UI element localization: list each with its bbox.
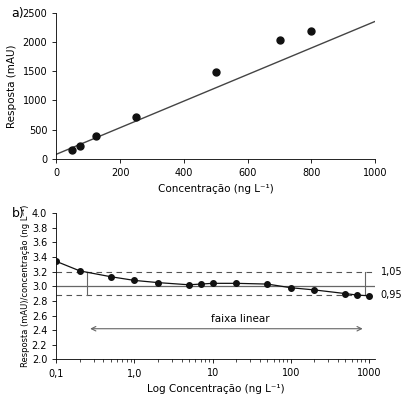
Text: 1,05: 1,05 xyxy=(380,267,402,277)
X-axis label: Concentração (ng L⁻¹): Concentração (ng L⁻¹) xyxy=(158,184,274,194)
Y-axis label: Resposta (mAU): Resposta (mAU) xyxy=(7,44,17,128)
X-axis label: Log Concentração (ng L⁻¹): Log Concentração (ng L⁻¹) xyxy=(147,384,285,394)
Text: 0,95: 0,95 xyxy=(380,290,402,300)
Text: faixa linear: faixa linear xyxy=(211,314,270,324)
Text: a): a) xyxy=(11,7,24,20)
Y-axis label: Resposta (mAU)/concentração (ng L⁻¹): Resposta (mAU)/concentração (ng L⁻¹) xyxy=(21,205,30,367)
Text: b): b) xyxy=(11,207,25,220)
